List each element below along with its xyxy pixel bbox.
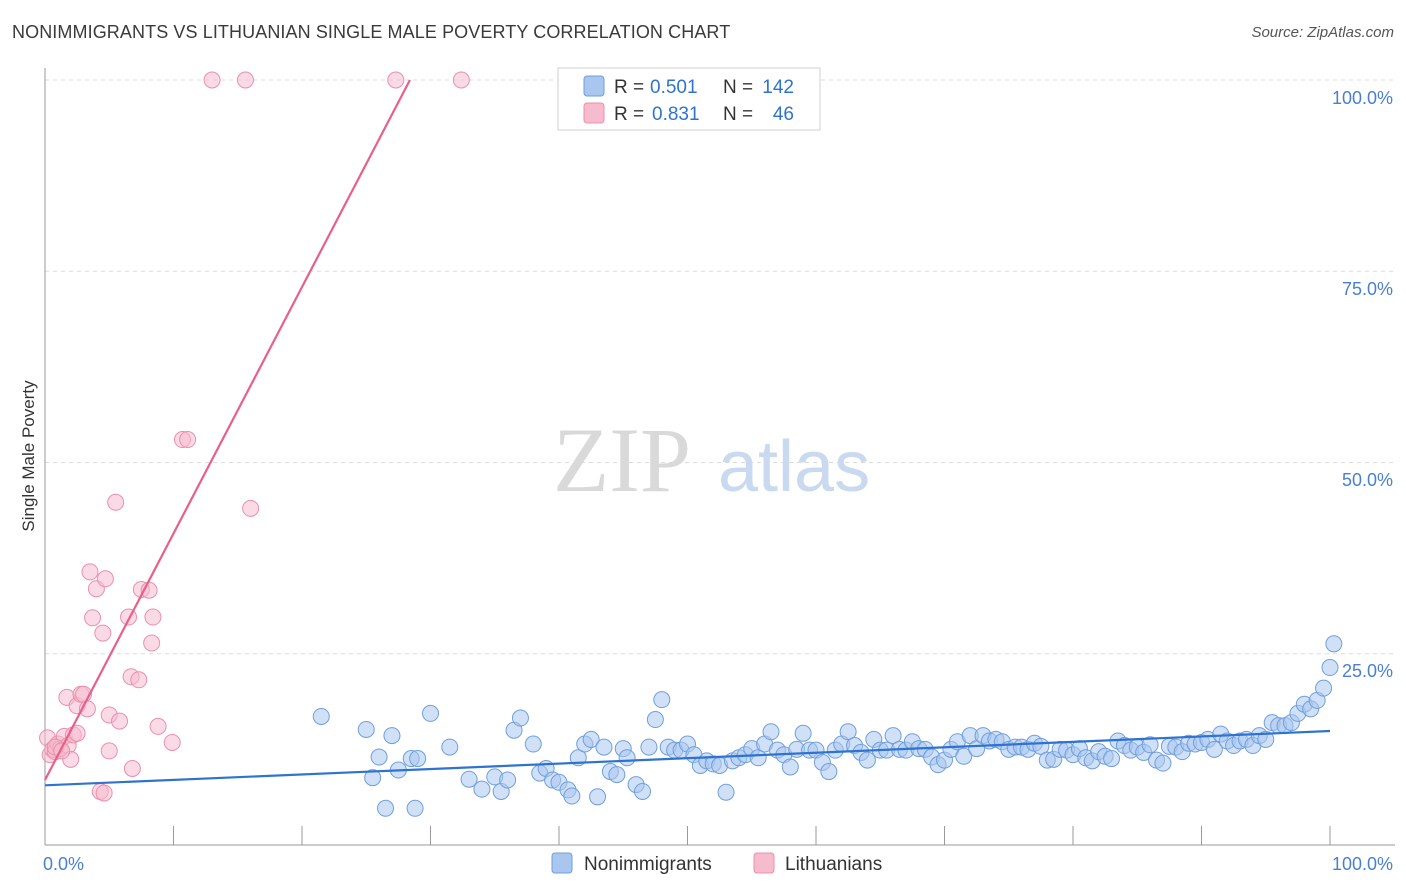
nonimmigrants-point	[608, 766, 626, 784]
stats-n-label-2: N =	[723, 104, 753, 125]
lithuanians-point	[130, 671, 148, 689]
lithuanians-point	[111, 712, 129, 730]
nonimmigrants-point	[499, 771, 517, 789]
nonimmigrants-points	[312, 635, 1343, 817]
y-tick-label-100: 100.0%	[1332, 88, 1393, 108]
nonimmigrants-point	[409, 750, 427, 768]
nonimmigrants-point	[370, 748, 388, 766]
x-tick-label-0: 0.0%	[43, 854, 84, 874]
nonimmigrants-point	[955, 747, 973, 765]
lithuanians-point	[236, 71, 254, 89]
nonimmigrants-point	[460, 770, 478, 788]
nonimmigrants-point	[357, 720, 375, 738]
lithuanians-point	[107, 493, 125, 511]
nonimmigrants-point	[589, 788, 607, 806]
stats-r-label-1: R =	[614, 77, 644, 98]
nonimmigrants-point	[406, 799, 424, 817]
chart-title: NONIMMIGRANTS VS LITHUANIAN SINGLE MALE …	[12, 22, 731, 42]
nonimmigrants-point	[820, 763, 838, 781]
nonimmigrants-point	[717, 783, 735, 801]
stats-r-label-2: R =	[614, 104, 644, 125]
nonimmigrants-point	[422, 704, 439, 722]
lithuanians-point	[95, 784, 113, 802]
legend-label-nonimmigrants: Nonimmigrants	[584, 854, 712, 875]
lithuanians-point	[179, 431, 197, 449]
x-tick-label-100: 100.0%	[1332, 854, 1393, 874]
lithuanians-point	[163, 733, 181, 751]
nonimmigrants-point	[884, 727, 902, 745]
y-tick-label-50: 50.0%	[1342, 470, 1393, 490]
stats-r-value-2: 0.831	[652, 104, 700, 125]
nonimmigrants-point	[749, 749, 767, 767]
nonimmigrants-point	[383, 727, 401, 745]
y-axis-label: Single Male Poverty	[19, 380, 38, 532]
stats-r-value-1: 0.501	[650, 77, 698, 98]
source-label: Source: ZipAtlas.com	[1251, 24, 1394, 41]
stats-legend-swatch-pink	[583, 102, 605, 124]
lithuanians-point	[144, 608, 162, 626]
lithuanians-point	[84, 609, 102, 627]
y-tick-label-25: 25.0%	[1342, 661, 1393, 681]
nonimmigrants-point	[640, 738, 658, 756]
nonimmigrants-point	[364, 769, 382, 787]
nonimmigrants-point	[1154, 754, 1172, 772]
nonimmigrants-point	[858, 751, 876, 769]
stats-legend: R = 0.501 N = 142 R = 0.831 N = 46	[557, 67, 821, 131]
nonimmigrants-point	[618, 749, 636, 767]
lithuanians-point	[94, 624, 112, 642]
lithuanians-point	[143, 634, 161, 652]
lithuanians-point	[149, 717, 167, 735]
nonimmigrants-point	[653, 691, 671, 709]
watermark-atlas: atlas	[718, 427, 870, 507]
lithuanians-point	[96, 570, 114, 588]
legend-swatch-lithuanians	[753, 852, 775, 874]
legend-swatch-nonimmigrants	[551, 852, 573, 874]
lithuanians-point	[387, 71, 405, 89]
lithuanians-point	[242, 499, 260, 517]
nonimmigrants-point	[781, 758, 799, 776]
nonimmigrants-point	[377, 799, 395, 817]
watermark-zip: ZIP	[553, 409, 691, 511]
nonimmigrants-point	[634, 782, 652, 800]
nonimmigrants-point	[563, 787, 581, 805]
lithuanians-point	[452, 71, 470, 89]
nonimmigrants-point	[839, 723, 857, 741]
legend-label-lithuanians: Lithuanians	[785, 854, 882, 875]
nonimmigrants-point	[1315, 679, 1333, 697]
nonimmigrants-point	[582, 730, 600, 748]
gridlines	[45, 79, 1395, 655]
lithuanians-point	[100, 742, 118, 760]
nonimmigrants-point	[1257, 730, 1275, 748]
nonimmigrants-point	[441, 738, 459, 756]
stats-n-value-1: 142	[762, 77, 794, 98]
nonimmigrants-point	[473, 780, 491, 798]
nonimmigrants-point	[1205, 740, 1223, 758]
lithuanians-point	[123, 760, 141, 777]
nonimmigrants-point	[1141, 736, 1159, 754]
x-axis-ticks	[44, 826, 1331, 845]
nonimmigrants-point	[646, 711, 664, 729]
y-tick-label-75: 75.0%	[1342, 279, 1393, 299]
nonimmigrants-point	[524, 735, 542, 753]
lithuanians-point	[120, 608, 138, 626]
nonimmigrants-point	[794, 724, 812, 742]
nonimmigrants-trend-line	[44, 729, 1331, 787]
nonimmigrants-point	[1325, 635, 1343, 653]
lithuanians-point	[203, 71, 221, 89]
series-legend: Nonimmigrants Lithuanians	[551, 852, 882, 875]
stats-n-value-2: 46	[773, 104, 794, 125]
nonimmigrants-point	[762, 723, 780, 741]
nonimmigrants-point	[1321, 659, 1339, 677]
lithuanians-trend-line	[44, 79, 411, 781]
nonimmigrants-point	[1103, 750, 1121, 768]
lithuanians-point	[81, 563, 99, 581]
nonimmigrants-point	[511, 709, 529, 727]
lithuanians-points	[39, 71, 470, 802]
stats-n-label-1: N =	[723, 77, 753, 98]
nonimmigrants-point	[312, 707, 330, 725]
stats-legend-swatch-blue	[583, 75, 605, 97]
nonimmigrants-point	[595, 738, 613, 756]
